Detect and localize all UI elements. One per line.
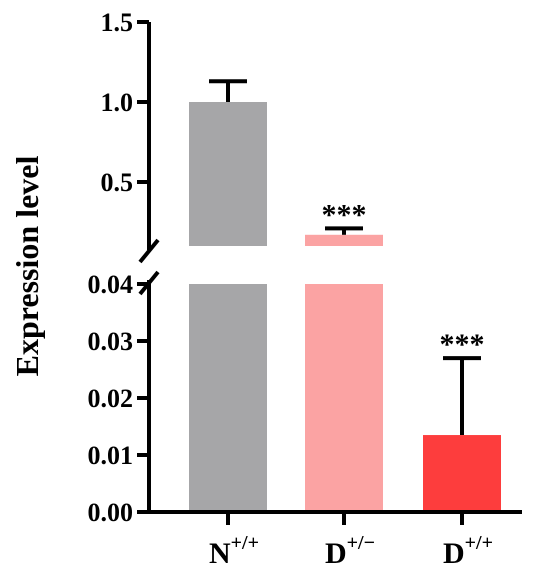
y-axis-title: Expression level [9,156,45,377]
bar-lower-part [189,284,267,512]
bar-lower-part [305,284,383,512]
significance-annotations: *** *** [322,198,485,361]
lower-tick-label: 0.00 [88,498,134,527]
y-axis-title-group: Expression level [9,156,45,377]
upper-tick-label: 1.5 [101,8,134,37]
significance-label: *** [322,198,367,231]
lower-y-axis: 0.00 0.01 0.02 0.03 0.04 [88,270,160,527]
upper-tick-label: 0.5 [101,168,134,197]
lower-tick-label: 0.03 [88,327,134,356]
upper-y-axis: 0.5 1.0 1.5 [101,8,160,264]
significance-label: *** [440,328,485,361]
axis-break-mark-upper [138,238,160,264]
bar [423,435,501,512]
error-bars [209,79,481,436]
bar-upper-part [189,102,267,246]
x-tick-label: D+/− [325,532,375,570]
lower-tick-label: 0.01 [88,441,134,470]
x-tick-label: N+/+ [209,532,259,570]
bars [189,102,501,512]
x-tick-label: D+/+ [443,532,493,570]
upper-tick-label: 1.0 [101,88,134,117]
lower-tick-label: 0.04 [88,270,134,299]
lower-tick-label: 0.02 [88,384,134,413]
x-axis: N+/+ D+/− D+/+ [147,510,522,570]
bar-upper-part [305,234,383,246]
